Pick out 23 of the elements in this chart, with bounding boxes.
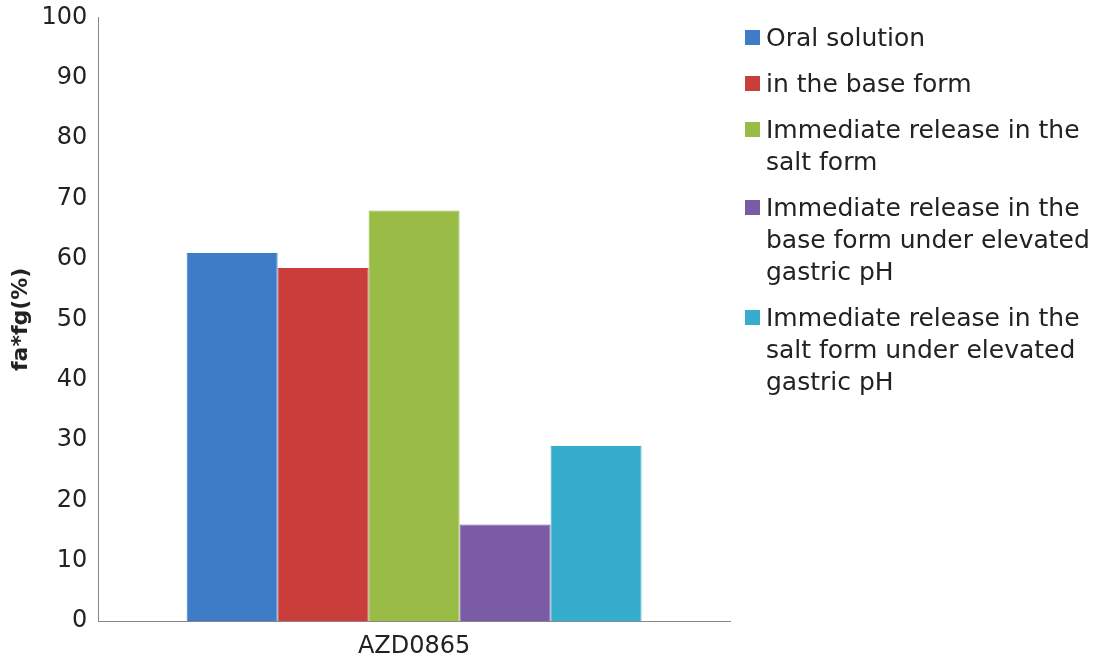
legend-label: Immediate release in the salt form [766, 114, 1081, 178]
bar [186, 252, 278, 622]
legend-label: Oral solution [766, 22, 926, 54]
bar [277, 267, 369, 622]
y-tick-label: 60 [56, 243, 88, 272]
bar [459, 524, 551, 622]
y-tick-label: 100 [41, 1, 88, 30]
legend-label: Immediate release in the base form under elevated gastric pH [766, 192, 1091, 288]
y-tick-label: 40 [56, 363, 88, 392]
y-tick-label: 50 [56, 303, 88, 332]
legend-label: Immediate release in the salt form under elevated gastric pH [766, 302, 1081, 398]
y-tick-label: 0 [71, 605, 88, 634]
y-tick-label: 20 [56, 484, 88, 513]
legend-label: in the base form [766, 68, 972, 100]
y-axis-title: fa*fg(%) [6, 267, 32, 371]
bar [550, 446, 642, 622]
y-tick-label: 30 [56, 424, 88, 453]
x-tick-label: AZD0865 [357, 630, 471, 659]
y-tick-label: 70 [56, 182, 88, 211]
y-tick-label: 10 [56, 545, 88, 574]
y-tick-label: 90 [56, 62, 88, 91]
bar [368, 210, 460, 622]
y-tick-label: 80 [56, 122, 88, 151]
